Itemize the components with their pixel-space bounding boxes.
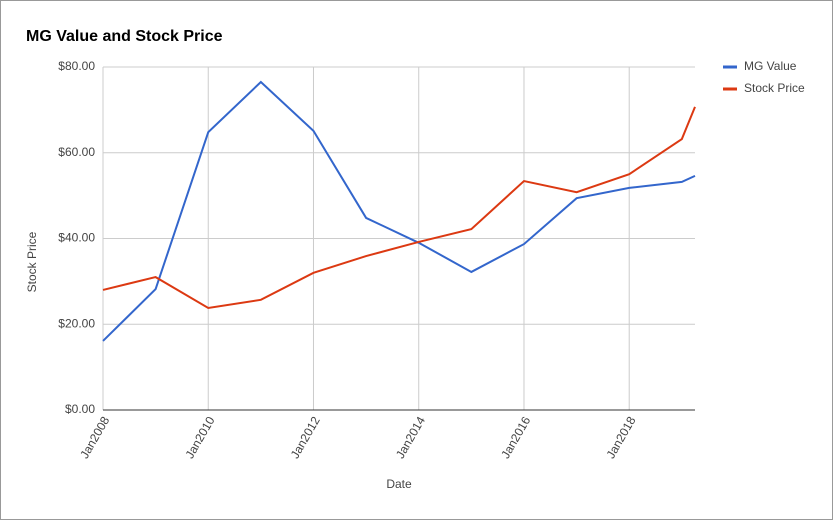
y-tick-label: $40.00: [58, 231, 95, 245]
y-tick-label: $60.00: [58, 145, 95, 159]
y-tick-label: $0.00: [65, 402, 95, 416]
y-axis-label: Stock Price: [25, 231, 39, 292]
legend-label: Stock Price: [744, 81, 805, 95]
legend-label: MG Value: [744, 59, 797, 73]
chart-title: MG Value and Stock Price: [26, 28, 223, 45]
y-tick-label: $20.00: [58, 316, 95, 330]
line: [102, 106, 696, 309]
x-axis-label: Date: [386, 477, 412, 491]
y-tick-label: $80.00: [58, 59, 95, 73]
